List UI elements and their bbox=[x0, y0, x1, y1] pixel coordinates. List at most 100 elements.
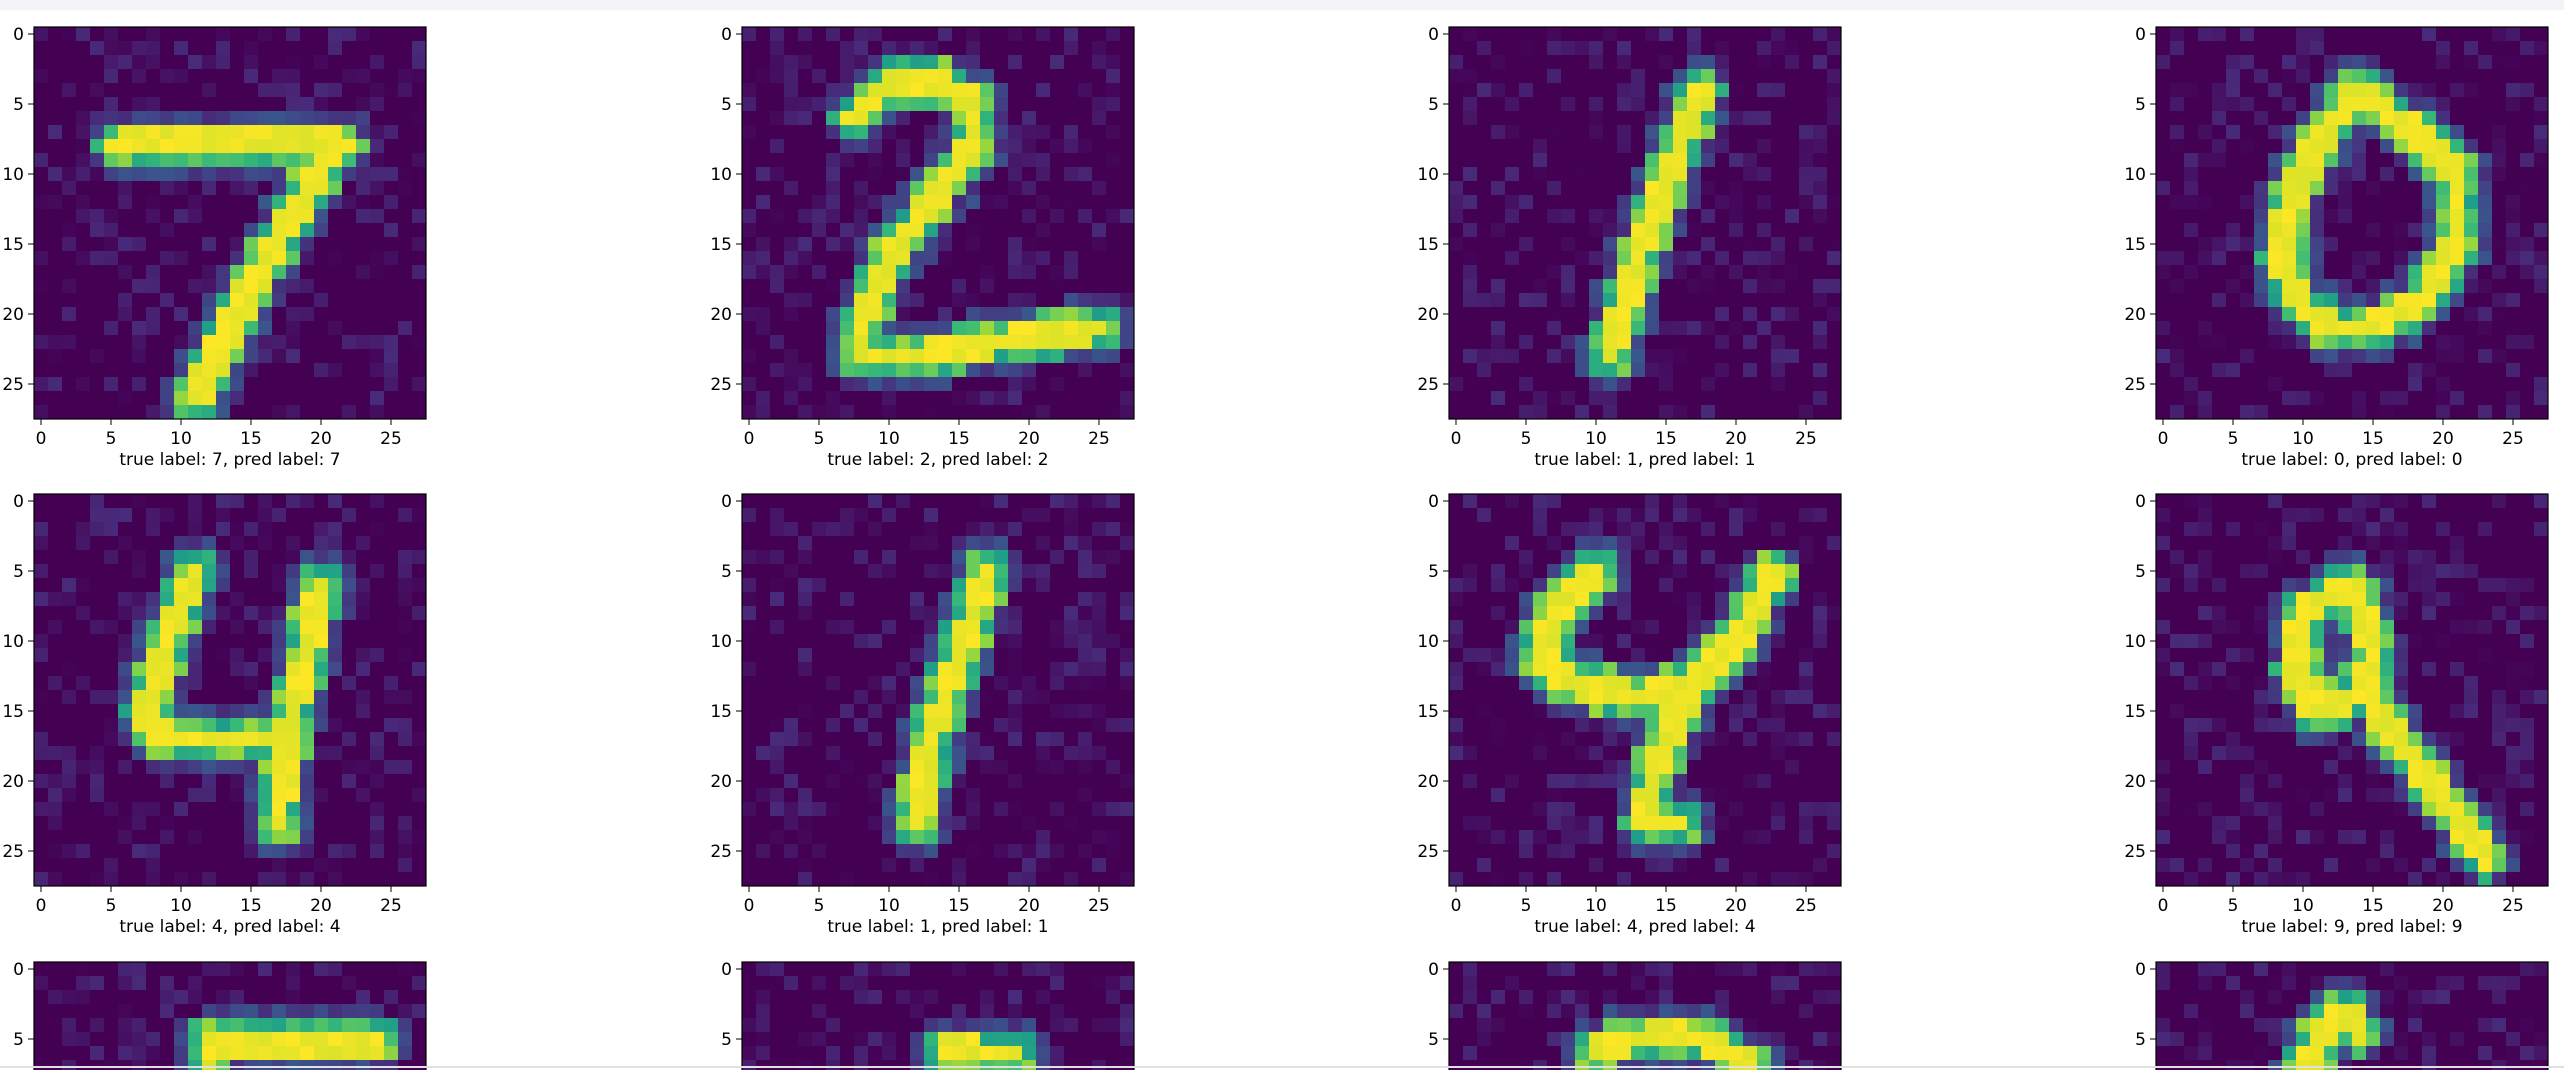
image-pixel bbox=[1106, 606, 1121, 621]
image-pixel bbox=[2394, 55, 2409, 70]
image-pixel bbox=[2254, 279, 2269, 294]
image-pixel bbox=[412, 788, 427, 803]
image-pixel bbox=[384, 69, 399, 84]
x-tick-label: 5 bbox=[1521, 429, 1532, 449]
image-pixel bbox=[882, 195, 897, 210]
image-pixel bbox=[1078, 620, 1093, 635]
image-pixel bbox=[370, 788, 385, 803]
image-pixel bbox=[952, 676, 967, 691]
image-pixel bbox=[1022, 321, 1037, 336]
image-pixel bbox=[798, 55, 813, 70]
image-pixel bbox=[1106, 125, 1121, 140]
image-pixel bbox=[1631, 349, 1646, 364]
image-pixel bbox=[2296, 181, 2311, 196]
image-pixel bbox=[854, 363, 869, 378]
image-pixel bbox=[1022, 760, 1037, 775]
image-pixel bbox=[356, 634, 371, 649]
image-pixel bbox=[2198, 223, 2213, 238]
image-pixel bbox=[34, 858, 49, 873]
image-pixel bbox=[1561, 55, 1576, 70]
image-pixel bbox=[1106, 237, 1121, 252]
image-pixel bbox=[216, 508, 231, 523]
image-pixel bbox=[2478, 265, 2493, 280]
image-pixel bbox=[2212, 391, 2227, 406]
image-pixel bbox=[62, 774, 77, 789]
image-pixel bbox=[62, 321, 77, 336]
image-pixel bbox=[76, 97, 91, 112]
image-pixel bbox=[356, 690, 371, 705]
image-pixel bbox=[840, 41, 855, 56]
image-pixel bbox=[994, 97, 1009, 112]
image-pixel bbox=[1603, 69, 1618, 84]
image-pixel bbox=[1617, 391, 1632, 406]
image-pixel bbox=[1477, 55, 1492, 70]
image-pixel bbox=[104, 321, 119, 336]
image-pixel bbox=[230, 405, 245, 420]
image-pixel bbox=[2226, 223, 2241, 238]
image-pixel bbox=[216, 223, 231, 238]
image-pixel bbox=[2478, 237, 2493, 252]
image-pixel bbox=[272, 209, 287, 224]
image-pixel bbox=[1743, 41, 1758, 56]
image-pixel bbox=[62, 251, 77, 266]
image-pixel bbox=[1022, 363, 1037, 378]
image-pixel bbox=[952, 335, 967, 350]
image-pixel bbox=[2198, 83, 2213, 98]
image-pixel bbox=[1022, 550, 1037, 565]
image-pixel bbox=[952, 718, 967, 733]
image-pixel bbox=[104, 732, 119, 747]
image-pixel bbox=[1092, 111, 1107, 126]
image-pixel bbox=[412, 321, 427, 336]
image-pixel bbox=[1827, 536, 1842, 551]
image-pixel bbox=[924, 648, 939, 663]
image-pixel bbox=[398, 788, 413, 803]
image-pixel bbox=[1064, 536, 1079, 551]
image-pixel bbox=[244, 209, 259, 224]
image-pixel bbox=[230, 55, 245, 70]
image-pixel bbox=[1064, 774, 1079, 789]
image-pixel bbox=[1687, 377, 1702, 392]
image-pixel bbox=[412, 349, 427, 364]
image-pixel bbox=[1008, 209, 1023, 224]
image-pixel bbox=[146, 494, 161, 509]
image-pixel bbox=[1106, 816, 1121, 831]
image-pixel bbox=[2156, 265, 2171, 280]
image-pixel bbox=[384, 265, 399, 280]
image-pixel bbox=[314, 774, 329, 789]
image-pixel bbox=[62, 788, 77, 803]
image-pixel bbox=[1120, 55, 1135, 70]
image-pixel bbox=[174, 391, 189, 406]
image-pixel bbox=[48, 377, 63, 392]
image-pixel bbox=[34, 732, 49, 747]
image-pixel bbox=[840, 858, 855, 873]
image-pixel bbox=[1603, 139, 1618, 154]
image-pixel bbox=[230, 83, 245, 98]
image-pixel bbox=[840, 181, 855, 196]
image-pixel bbox=[896, 620, 911, 635]
image-pixel bbox=[1078, 802, 1093, 817]
image-pixel bbox=[1757, 251, 1772, 266]
image-pixel bbox=[2534, 321, 2549, 336]
image-pixel bbox=[160, 321, 175, 336]
image-pixel bbox=[272, 153, 287, 168]
image-pixel bbox=[160, 676, 175, 691]
image-pixel bbox=[188, 209, 203, 224]
image-pixel bbox=[1757, 494, 1772, 509]
image-pixel bbox=[1519, 363, 1534, 378]
image-pixel bbox=[1603, 265, 1618, 280]
image-pixel bbox=[1631, 293, 1646, 308]
image-pixel bbox=[798, 69, 813, 84]
image-pixel bbox=[384, 760, 399, 775]
image-pixel bbox=[868, 872, 883, 887]
image-pixel bbox=[412, 550, 427, 565]
image-pixel bbox=[412, 844, 427, 859]
image-pixel bbox=[924, 293, 939, 308]
image-pixel bbox=[160, 377, 175, 392]
image-pixel bbox=[62, 391, 77, 406]
image-pixel bbox=[2198, 27, 2213, 42]
image-pixel bbox=[1078, 377, 1093, 392]
image-pixel bbox=[770, 223, 785, 238]
image-pixel bbox=[896, 872, 911, 887]
image-pixel bbox=[770, 620, 785, 635]
image-pixel bbox=[882, 592, 897, 607]
